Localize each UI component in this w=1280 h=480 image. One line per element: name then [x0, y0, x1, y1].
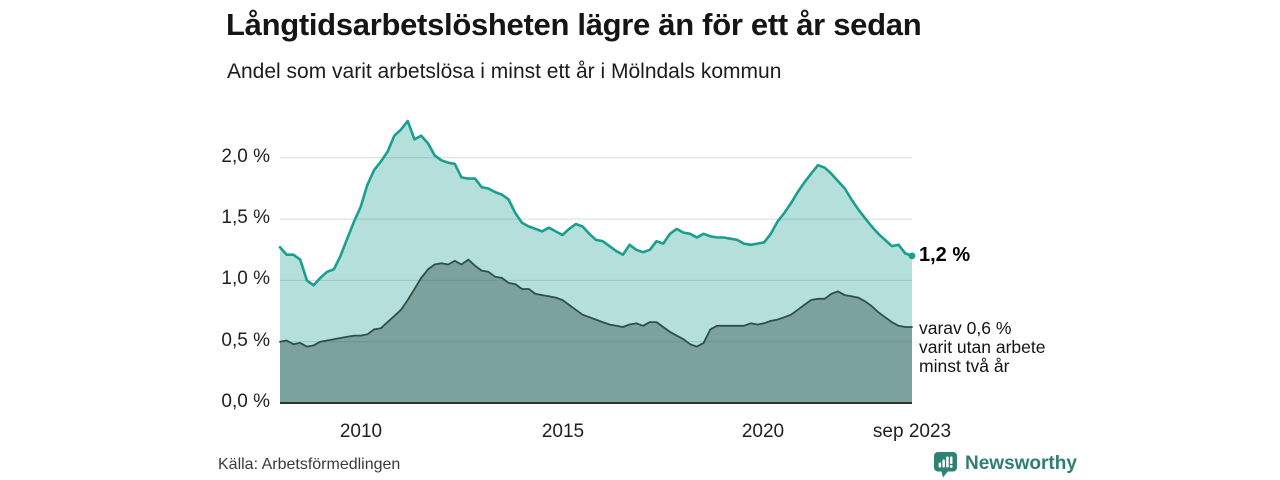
series-line-0 [278, 119, 914, 287]
series-area-1 [280, 259, 912, 403]
two-year-note: varav 0,6 % varit utan arbete minst två … [919, 319, 1045, 376]
two-year-note-line-1: varav 0,6 % [919, 318, 1012, 338]
series-line-1 [279, 258, 913, 348]
y-axis-tick-0_0: 0,0 % [221, 391, 270, 412]
series-area-0 [280, 121, 912, 403]
y-axis-tick-2_0: 2,0 % [221, 146, 270, 167]
y-axis-tick-1_0: 1,0 % [221, 268, 270, 289]
source-credit: Källa: Arbetsförmedlingen [218, 456, 401, 473]
series-end-dot-0 [908, 252, 916, 260]
chart-subtitle: Andel som varit arbetslösa i minst ett å… [227, 60, 782, 83]
y-axis-tick-1_5: 1,5 % [221, 207, 270, 228]
latest-value-label: 1,2 % [919, 244, 971, 266]
x-axis-tick-2010: 2010 [339, 421, 383, 442]
chart-title: Långtidsarbetslösheten lägre än för ett … [226, 7, 922, 42]
two-year-note-line-3: minst två år [919, 356, 1010, 376]
newsworthy-logo-text: Newsworthy [965, 453, 1077, 474]
two-year-note-line-2: varit utan arbete [919, 337, 1046, 357]
x-axis-tick-sep-2023: sep 2023 [872, 421, 952, 442]
x-axis-tick-2015: 2015 [541, 421, 585, 442]
y-axis-tick-0_5: 0,5 % [221, 330, 270, 351]
x-axis-tick-2020: 2020 [741, 421, 785, 442]
newsworthy-logo-icon [934, 452, 957, 478]
